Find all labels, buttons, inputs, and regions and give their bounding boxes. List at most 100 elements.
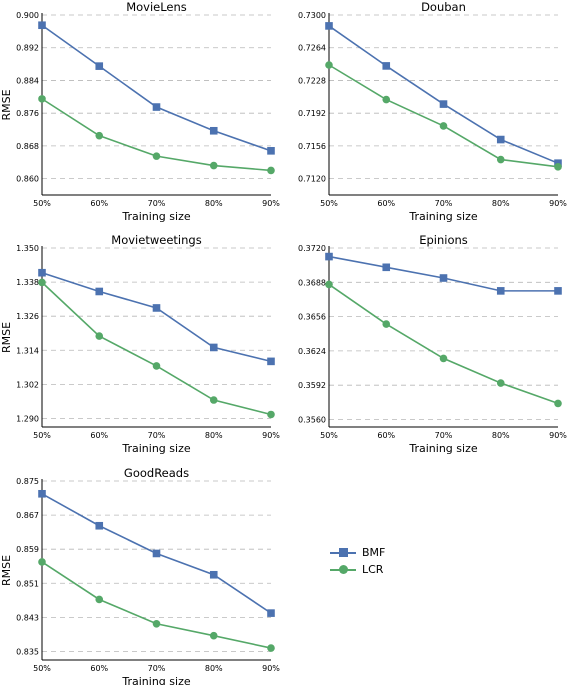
series-line-bmf: [41, 271, 272, 363]
data-point-lcr: [439, 354, 448, 363]
data-point-bmf: [267, 147, 275, 155]
data-point-lcr: [152, 619, 161, 628]
x-tick-label: 80%: [205, 431, 223, 440]
data-point-lcr: [38, 278, 46, 287]
chart-goodreads: 0.835 0.843 0.851 0.859 0.867 0.875 50% 60% 70% 8…: [0, 466, 280, 685]
data-point-bmf: [38, 268, 46, 277]
y-tick-label: 0.7156: [298, 142, 326, 151]
x-tick-label: 50%: [33, 664, 51, 673]
y-tick-label: 0.3624: [298, 347, 326, 356]
data-point-lcr: [152, 152, 161, 160]
legend-entry-lcr: LCR: [330, 561, 420, 578]
y-tick-label: 1.338: [16, 278, 39, 287]
y-tick-label: 1.326: [16, 312, 39, 321]
data-point-lcr: [554, 399, 562, 408]
x-tick-label: 70%: [148, 199, 166, 208]
x-tick-label: 80%: [205, 199, 223, 208]
square-marker-icon: [339, 548, 348, 557]
data-point-lcr: [209, 396, 218, 404]
data-point-bmf: [209, 570, 218, 579]
data-point-bmf: [325, 252, 333, 261]
data-point-bmf: [95, 62, 104, 70]
y-tick-label: 1.350: [16, 244, 39, 253]
data-point-lcr: [95, 332, 104, 340]
data-point-bmf: [325, 22, 333, 30]
data-point-lcr: [496, 155, 505, 164]
y-tick-label: 0.892: [16, 44, 39, 53]
chart-title: GoodReads: [124, 466, 189, 480]
data-point-bmf: [382, 62, 391, 70]
series-line-lcr: [41, 281, 272, 416]
x-tick-label: 90%: [549, 199, 567, 208]
series-line-bmf: [328, 255, 558, 292]
chart-movietweetings: 1.290 1.302 1.314 1.326 1.338 1.350 50% 60% 70% 8…: [0, 233, 280, 455]
y-tick-label: 1.302: [16, 380, 39, 389]
data-point-lcr: [95, 595, 104, 604]
data-point-bmf: [209, 343, 218, 352]
series-line-bmf: [328, 25, 559, 164]
y-tick-label: 0.7264: [298, 44, 326, 53]
x-tick-label: 60%: [377, 431, 395, 440]
y-axis-label: RMSE: [0, 322, 13, 353]
x-tick-label: 80%: [492, 431, 510, 440]
x-tick-label: 90%: [262, 664, 280, 673]
y-tick-label: 0.875: [16, 477, 39, 486]
x-tick-label: 60%: [90, 431, 108, 440]
data-point-bmf: [382, 263, 391, 272]
chart-title: Douban: [421, 0, 466, 14]
y-tick-label: 0.7300: [298, 11, 326, 20]
legend-label-lcr: LCR: [362, 563, 384, 576]
data-point-lcr: [496, 379, 505, 387]
y-tick-label: 1.314: [16, 346, 39, 355]
x-tick-label: 60%: [377, 199, 395, 208]
data-point-lcr: [382, 95, 391, 104]
y-tick-label: 0.859: [16, 545, 39, 554]
y-tick-label: 0.884: [16, 76, 39, 85]
chart-title: Epinions: [419, 233, 468, 247]
y-tick-label: 0.876: [16, 109, 39, 118]
x-tick-label: 60%: [90, 199, 108, 208]
circle-marker-icon: [339, 565, 348, 574]
y-tick-label: 0.7120: [298, 175, 326, 184]
y-tick-label: 1.290: [16, 414, 39, 423]
x-tick-label: 70%: [148, 431, 166, 440]
chart-epinions: 0.3560 0.3592 0.3624 0.3656 0.3688 0.3720 50% 6…: [298, 233, 567, 455]
chart-title: MovieLens: [126, 0, 187, 14]
x-tick-label: 70%: [435, 199, 453, 208]
data-point-lcr: [95, 131, 104, 140]
x-tick-label: 90%: [549, 431, 567, 440]
data-point-lcr: [209, 631, 218, 640]
data-point-lcr: [267, 644, 275, 652]
x-tick-label: 70%: [148, 664, 166, 673]
series-line-bmf: [41, 24, 272, 152]
x-tick-label: 50%: [33, 199, 51, 208]
data-point-lcr: [209, 161, 218, 170]
series-line-lcr: [328, 64, 559, 168]
y-tick-label: 0.843: [16, 613, 39, 622]
y-tick-label: 0.3560: [298, 415, 326, 424]
x-tick-label: 50%: [33, 431, 51, 440]
data-point-lcr: [554, 163, 562, 171]
data-point-bmf: [439, 100, 448, 108]
legend-label-bmf: BMF: [362, 546, 386, 559]
data-point-lcr: [325, 280, 333, 289]
y-axis-label: RMSE: [0, 555, 13, 586]
x-axis-label: Training size: [408, 210, 477, 223]
data-point-bmf: [496, 287, 505, 295]
data-point-bmf: [95, 287, 104, 296]
series-line-lcr: [328, 283, 559, 405]
data-point-bmf: [95, 521, 104, 530]
data-point-lcr: [38, 95, 46, 103]
data-point-lcr: [38, 558, 46, 566]
x-axis-label: Training size: [121, 675, 190, 685]
y-tick-label: 0.3720: [298, 244, 326, 253]
y-axis-label: RMSE: [0, 89, 13, 120]
y-tick-label: 0.851: [16, 579, 39, 588]
data-point-lcr: [267, 410, 275, 419]
y-tick-label: 0.860: [16, 175, 39, 184]
chart-douban: 0.7120 0.7156 0.7192 0.7228 0.7264 0.7300 50% 6…: [298, 0, 567, 223]
chart-movielens: 0.860 0.868 0.876 0.884 0.892 0.900 50% 60% 70% 8…: [0, 0, 280, 223]
y-tick-label: 0.3592: [298, 381, 326, 390]
data-point-bmf: [152, 304, 161, 312]
